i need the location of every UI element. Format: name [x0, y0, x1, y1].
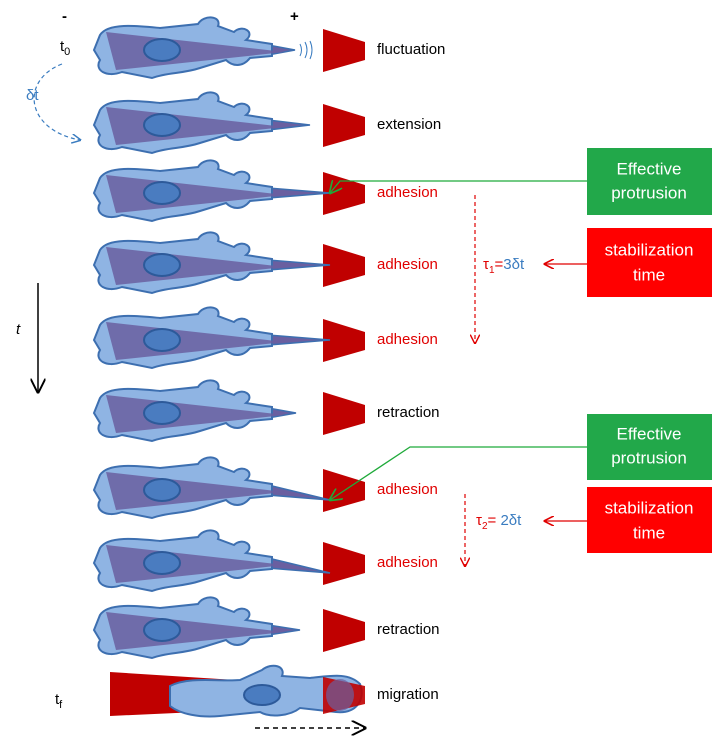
row-label: extension — [377, 116, 441, 133]
cell-row — [94, 457, 365, 518]
fluctuation-marks — [300, 41, 312, 59]
wedge — [323, 542, 365, 585]
wedge — [323, 29, 365, 72]
cell — [94, 597, 285, 658]
step-arc — [34, 64, 80, 140]
row-label: adhesion — [377, 554, 438, 571]
end-time: tf — [55, 691, 63, 711]
row-label: adhesion — [377, 331, 438, 348]
wedge — [323, 609, 365, 652]
cell — [94, 232, 285, 293]
cell-row — [94, 307, 365, 368]
step: δt — [26, 87, 39, 104]
protrusion — [268, 120, 310, 130]
cell — [94, 380, 285, 441]
cell — [94, 17, 285, 78]
protrusion-link — [330, 181, 587, 193]
protrusion — [268, 335, 330, 345]
cell-row — [94, 17, 365, 78]
wedge — [323, 392, 365, 435]
stabilization-box — [587, 228, 712, 297]
box-text: time — [633, 265, 665, 284]
row-label: migration — [377, 686, 439, 703]
box-text: stabilization — [605, 240, 694, 259]
box-text: protrusion — [611, 448, 687, 467]
start-time: t0 — [60, 38, 70, 58]
stabilization-box — [587, 487, 712, 553]
row-label: adhesion — [377, 184, 438, 201]
cell — [94, 92, 285, 153]
cell-row — [94, 92, 365, 153]
cell-row — [94, 597, 365, 658]
protrusion-link — [330, 447, 587, 500]
stabilization-time: τ1=3δt — [483, 256, 525, 276]
cell-row — [94, 380, 365, 441]
row-label: adhesion — [377, 481, 438, 498]
box-text: Effective — [617, 424, 682, 443]
rows — [94, 17, 365, 658]
wedge — [323, 104, 365, 147]
cell-row — [94, 232, 365, 293]
row-label: retraction — [377, 621, 440, 638]
migration-cell — [110, 666, 365, 717]
cell-row — [94, 530, 365, 591]
row-label: retraction — [377, 404, 440, 421]
cell — [94, 307, 285, 368]
protrusion — [268, 260, 330, 270]
protrusion — [268, 188, 330, 198]
cell — [94, 160, 285, 221]
plus-pole: + — [290, 8, 299, 25]
minus-pole: - — [62, 8, 67, 25]
cell — [94, 457, 285, 518]
diagram: - + t0 δt t tf Effective protrusion stab… — [0, 0, 714, 738]
box-text: time — [633, 523, 665, 542]
box-text: Effective — [617, 159, 682, 178]
cell — [94, 530, 285, 591]
row-label: adhesion — [377, 256, 438, 273]
protrusion-box — [587, 148, 712, 215]
cell-row — [94, 160, 365, 221]
stabilization-time: τ2= 2δt — [476, 512, 522, 532]
box-text: protrusion — [611, 183, 687, 202]
time-axis-label: t — [16, 321, 21, 338]
row-label: fluctuation — [377, 41, 445, 58]
box-text: stabilization — [605, 498, 694, 517]
